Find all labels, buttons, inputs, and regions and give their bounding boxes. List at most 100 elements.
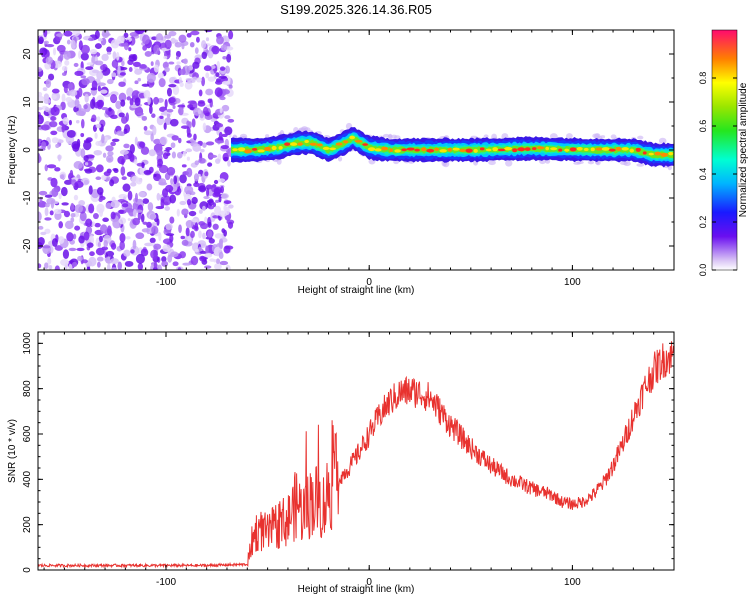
heatmap-noise-cell [45,78,52,88]
heatmap-peak-cell [264,146,272,152]
heatmap-noise-cell [59,174,65,180]
heatmap-noise-cell [38,95,45,103]
heatmap-peak-cell [479,147,485,151]
heatmap-noise-cell [42,245,51,249]
heatmap-noise-cell [118,66,128,71]
heatmap-noise-cell [188,121,192,129]
heatmap-noise-cell [203,195,210,200]
heatmap-noise-cell [80,75,87,79]
heatmap-noise-cell [116,51,120,61]
heatmap-noise-cell [194,160,200,166]
colorbar-gradient [711,29,738,271]
heatmap-noise-cell [201,40,207,49]
heatmap-noise-cell [79,211,87,222]
heatmap-noise-cell [207,205,215,210]
heatmap-noise-cell [215,199,220,203]
heatmap-peak-cell [648,152,654,156]
heatmap-noise-cell [67,83,73,90]
heatmap-noise-cell [173,175,178,185]
heatmap-noise-cell [165,223,173,230]
bottom-panel: -100 0 100 0 200 400 600 800 1000 Height of str… [7,331,675,595]
heatmap-noise-cell [218,75,227,79]
heatmap-noise-cell [45,56,53,65]
heatmap-noise-cell [134,192,138,203]
heatmap-noise-cell [100,224,108,234]
bottom-y-tick-label: 600 [22,425,33,442]
heatmap-noise-cell [105,250,115,257]
heatmap-noise-cell [179,200,187,206]
bottom-y-ticks: 0 200 400 600 800 1000 [22,331,674,573]
heatmap-peak-cell [459,148,467,152]
heatmap-noise-cell [109,179,115,187]
heatmap-noise-cell [69,169,74,177]
heatmap-noise-cell [106,154,114,163]
heatmap-noise-cell [48,73,55,81]
heatmap-noise-cell [163,55,168,60]
heatmap-noise-cell [228,204,234,209]
heatmap-noise-cell [206,187,210,198]
heatmap-noise-cell [86,242,94,248]
heatmap-noise-cell [110,242,117,250]
top-x-tick-label: 100 [564,277,581,288]
heatmap-noise-cell [168,61,175,65]
heatmap-noise-cell [122,183,131,192]
heatmap-noise-cell [153,44,160,55]
heatmap-noise-cell [161,260,169,267]
heatmap-noise-cell [113,168,119,173]
heatmap-noise-cell [123,128,128,135]
heatmap-peak-cell [257,149,265,153]
top-x-axis-label: Height of straight line (km) [298,285,415,296]
heatmap-peak-cell [244,149,252,154]
heatmap-noise-cell [60,259,69,266]
heatmap-noise-cell [198,157,206,164]
heatmap-noise-cell [102,217,109,222]
heatmap-noise-cell [228,84,233,89]
heatmap-noise-cell [128,55,137,62]
heatmap-noise-cell [54,211,62,221]
heatmap-noise-cell [94,60,104,66]
heatmap-noise-cell [101,32,111,37]
heatmap-noise-cell [149,237,156,244]
heatmap-peak-cell [595,147,604,151]
heatmap-noise-cell [83,140,92,151]
heatmap-noise-cell [44,217,52,221]
heatmap-noise-cell [129,153,135,162]
heatmap-noise-cell [66,39,71,45]
heatmap-noise-cell [57,154,61,162]
heatmap-noise-cell [197,101,206,107]
heatmap-noise-cell [66,130,76,138]
heatmap-noise-cell [69,89,78,97]
heatmap-peak-cell [497,148,506,152]
heatmap-noise-cell [49,120,58,128]
heatmap-noise-cell [111,59,119,68]
heatmap-noise-cell [78,50,82,60]
heatmap-peak-cell [362,143,369,146]
heatmap-noise-cell [96,203,105,214]
heatmap-noise-cell [157,158,164,167]
heatmap-peak-cell [374,148,382,152]
colorbar-tick-label: 0.8 [698,72,708,85]
top-x-tick-label: -100 [156,277,176,288]
heatmap-noise-cell [199,201,209,210]
heatmap-noise-cell [46,164,57,169]
heatmap-peak-cell [329,147,336,151]
heatmap-noise-cell [201,76,206,87]
heatmap-noise-cell [205,245,209,254]
heatmap-noise-cell [119,233,126,243]
colorbar-tick-label: 0.0 [698,264,708,277]
heatmap-noise-cell [176,151,183,159]
heatmap-noise-cell [45,44,55,48]
top-y-tick-label: -10 [22,190,33,205]
heatmap-noise-cell [110,93,118,104]
heatmap-noise-cell [61,202,69,206]
heatmap-noise-cell [204,265,212,269]
heatmap-noise-cell [170,142,176,149]
heatmap-noise-cell [135,177,143,185]
heatmap-noise-cell [157,72,164,79]
heatmap-noise-cell [44,107,50,113]
heatmap-noise-cell [152,125,157,136]
heatmap-noise-cell [56,44,66,53]
heatmap-noise-cell [214,87,223,97]
heatmap-noise-cell [97,38,103,42]
heatmap-noise-cell [156,149,164,156]
